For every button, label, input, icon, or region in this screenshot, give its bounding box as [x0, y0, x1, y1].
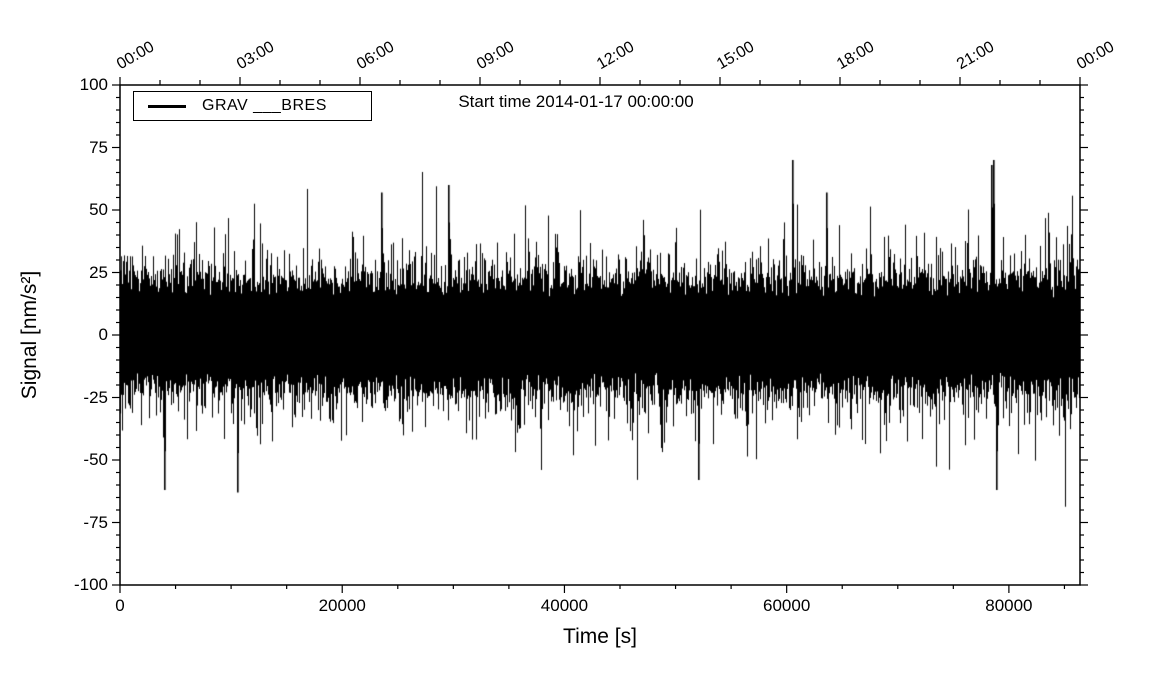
- y-axis-title: Signal [nm/s²]: [18, 270, 41, 400]
- y-tick-label: -75: [83, 512, 108, 532]
- x-tick-label: 0: [115, 596, 125, 615]
- y-tick-label: 100: [79, 75, 108, 94]
- waveform-canvas: [120, 85, 1080, 585]
- y-tick-label: -25: [83, 387, 108, 407]
- x-tick-label: 20000: [318, 596, 366, 615]
- chart-title: Start time 2014-01-17 00:00:00: [458, 92, 694, 111]
- y-tick-label: 25: [89, 262, 108, 282]
- y-tick-label: 0: [98, 325, 108, 344]
- x-tick-label: 60000: [763, 596, 811, 615]
- legend-label: GRAV ___BRES: [202, 97, 327, 114]
- x-tick-label: 80000: [985, 596, 1033, 615]
- legend: GRAV ___BRES: [133, 91, 372, 121]
- y-tick-label: 50: [89, 200, 108, 219]
- y-tick-label: -100: [73, 575, 108, 594]
- x-axis-title: Time [s]: [563, 625, 637, 648]
- y-tick-label: -50: [83, 450, 108, 469]
- y-tick-label: 75: [89, 137, 108, 157]
- legend-line-sample: [148, 104, 186, 108]
- x-tick-label: 40000: [540, 596, 589, 615]
